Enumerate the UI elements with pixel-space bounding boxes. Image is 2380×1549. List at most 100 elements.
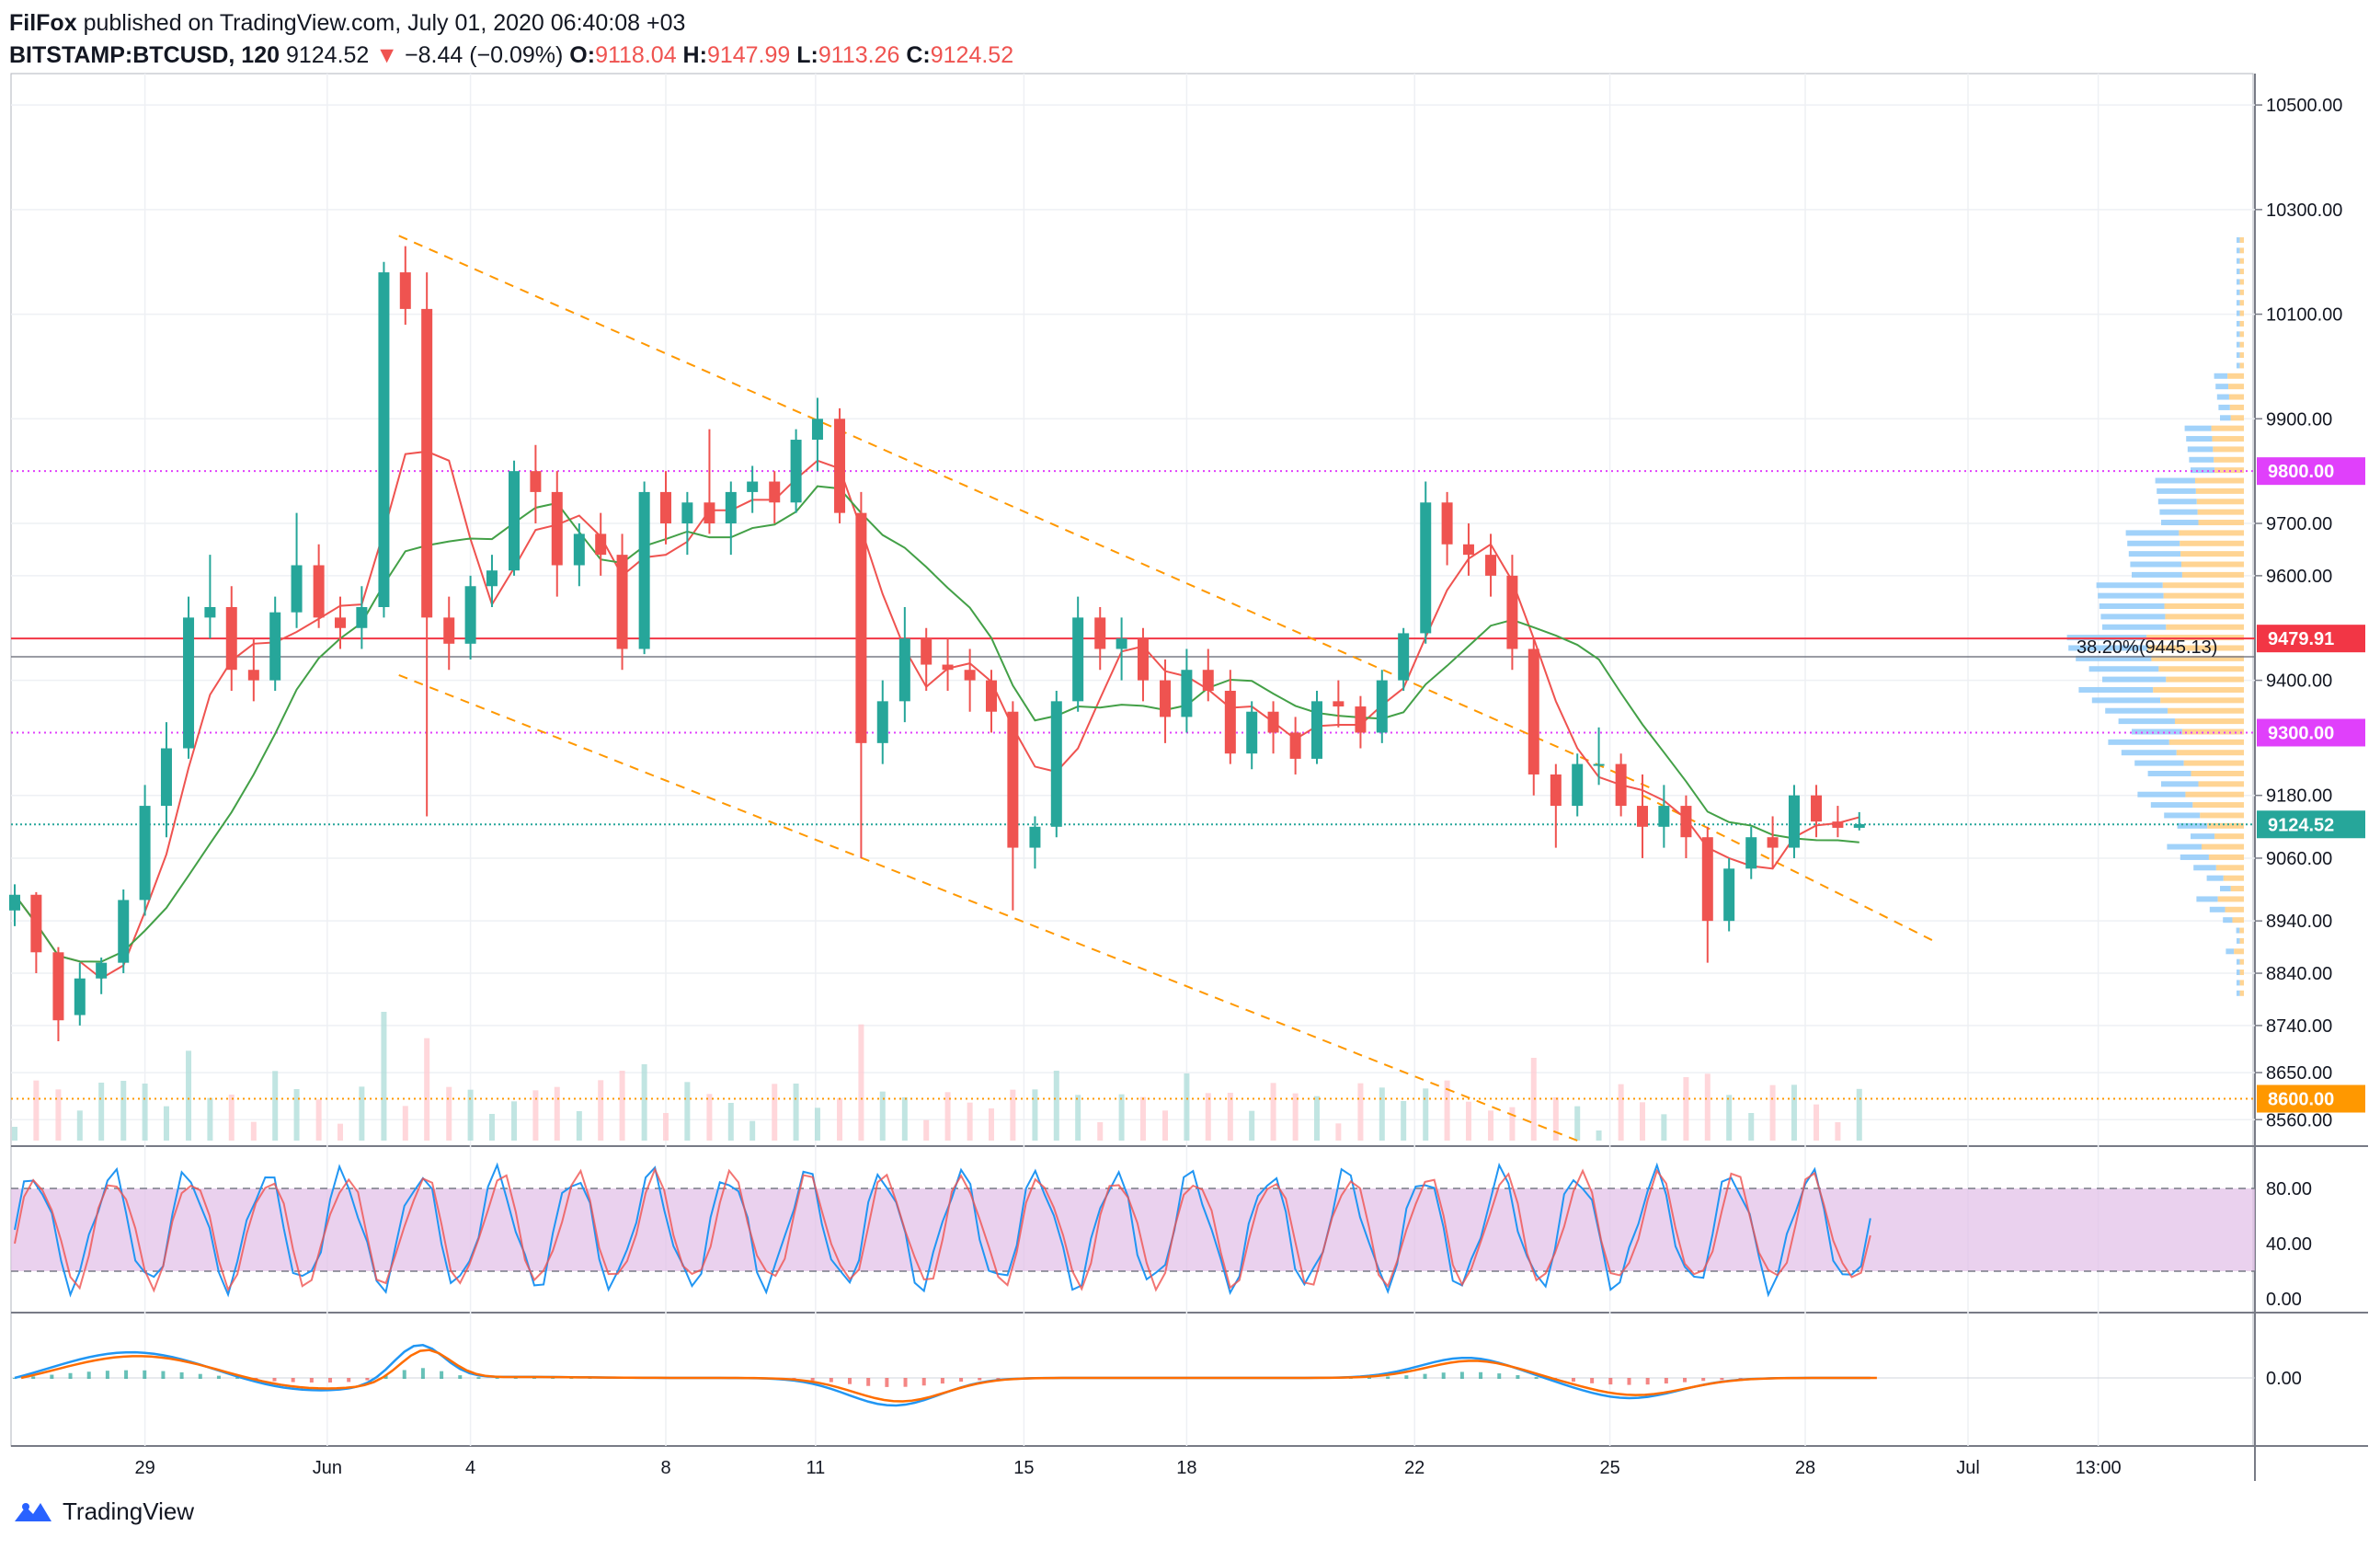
candle-body bbox=[1615, 763, 1627, 807]
macd-tick-label: 0.00 bbox=[2266, 1369, 2302, 1389]
y-tick-label: 9700.00 bbox=[2266, 514, 2332, 534]
volume-bar bbox=[1618, 1084, 1624, 1141]
candle-body bbox=[1462, 544, 1474, 556]
volume-bar bbox=[1814, 1104, 1820, 1141]
author-name[interactable]: FilFox bbox=[9, 10, 77, 36]
profile-bar-up bbox=[2237, 310, 2240, 316]
profile-bar-up bbox=[2150, 802, 2193, 809]
volume-bar bbox=[619, 1071, 625, 1141]
profile-bar-down bbox=[2176, 750, 2244, 756]
macd-histogram-bar bbox=[1683, 1378, 1688, 1383]
macd-histogram-bar bbox=[440, 1371, 444, 1379]
macd-histogram-bar bbox=[402, 1370, 406, 1379]
candle-body bbox=[834, 419, 846, 513]
profile-bar-up bbox=[2102, 676, 2167, 683]
close-value: 9124.52 bbox=[930, 42, 1014, 68]
macd-histogram-bar bbox=[13, 1378, 17, 1379]
profile-bar-down bbox=[2228, 394, 2244, 400]
candle-body bbox=[790, 440, 802, 503]
macd-histogram-bar bbox=[198, 1373, 202, 1379]
profile-bar-up bbox=[2068, 645, 2148, 651]
y-tick-label: 8560.00 bbox=[2266, 1110, 2332, 1130]
ohlc-line: BITSTAMP:BTCUSD, 120 9124.52 ▼ −8.44 (−0… bbox=[9, 40, 1481, 72]
volume-bar bbox=[1552, 1097, 1559, 1141]
volume-bar bbox=[142, 1084, 148, 1141]
volume-bar bbox=[272, 1071, 279, 1141]
profile-bar-down bbox=[2183, 760, 2244, 766]
candle-body bbox=[160, 748, 172, 807]
profile-bar-up bbox=[2078, 686, 2154, 693]
profile-bar-up bbox=[2237, 937, 2240, 944]
profile-bar-down bbox=[2194, 477, 2244, 484]
profile-bar-down bbox=[2227, 373, 2244, 379]
stoch-d-line bbox=[14, 1166, 1871, 1293]
volume-bar bbox=[879, 1091, 886, 1141]
volume-bar bbox=[1661, 1114, 1667, 1141]
footer: TradingView bbox=[13, 1497, 194, 1526]
volume-bar bbox=[1097, 1122, 1104, 1141]
macd-histogram-bar bbox=[1701, 1378, 1706, 1382]
candle-body bbox=[1376, 680, 1388, 733]
ma-fast-line bbox=[14, 450, 1860, 980]
volume-bar bbox=[76, 1110, 83, 1141]
y-tick-label: 10100.00 bbox=[2266, 305, 2342, 326]
volume-bar bbox=[228, 1095, 235, 1141]
volume-bar bbox=[1010, 1089, 1016, 1141]
profile-bar-down bbox=[2239, 236, 2244, 243]
profile-bar-down bbox=[2180, 540, 2244, 546]
macd-histogram-bar bbox=[1720, 1378, 1724, 1381]
profile-bar-up bbox=[2237, 236, 2240, 243]
y-tick-label: 9900.00 bbox=[2266, 409, 2332, 430]
profile-bar-down bbox=[2208, 854, 2244, 860]
volume-bar bbox=[402, 1106, 408, 1141]
candle-body bbox=[1485, 555, 1497, 576]
profile-bar-up bbox=[2127, 540, 2180, 546]
profile-bar-down bbox=[2239, 279, 2244, 285]
volume-bar bbox=[554, 1086, 560, 1141]
volume-bar bbox=[663, 1113, 669, 1141]
profile-bar-down bbox=[2168, 707, 2244, 714]
volume-bar bbox=[1292, 1093, 1299, 1141]
candle-body bbox=[747, 481, 759, 492]
low-value: 9113.26 bbox=[818, 42, 900, 68]
candle-body bbox=[986, 680, 997, 712]
profile-bar-up bbox=[2220, 415, 2231, 421]
candle-body bbox=[1811, 795, 1823, 822]
brand-name[interactable]: TradingView bbox=[63, 1497, 195, 1525]
x-tick-label: 11 bbox=[806, 1458, 825, 1478]
volume-bar bbox=[1249, 1110, 1255, 1141]
macd-histogram-bar bbox=[235, 1377, 240, 1379]
x-tick-label: 13:00 bbox=[2076, 1458, 2122, 1478]
price-change: −8.44 (−0.09%) bbox=[405, 42, 564, 68]
x-tick-label: 29 bbox=[134, 1458, 154, 1478]
profile-bar-down bbox=[2202, 843, 2244, 850]
profile-bar-down bbox=[2162, 582, 2244, 589]
publish-line: FilFox published on TradingView.com, Jul… bbox=[9, 7, 1481, 40]
profile-bar-down bbox=[2217, 896, 2244, 902]
candle-body bbox=[573, 534, 585, 566]
publish-info: published on TradingView.com, July 01, 2… bbox=[83, 10, 686, 36]
volume-bar bbox=[576, 1111, 582, 1141]
profile-bar-down bbox=[2160, 697, 2244, 704]
profile-bar-up bbox=[2076, 655, 2152, 661]
symbol-label[interactable]: BITSTAMP:BTCUSD, 120 bbox=[9, 42, 280, 68]
profile-bar-down bbox=[2239, 352, 2244, 359]
volume-bar bbox=[207, 1097, 213, 1141]
candle-body bbox=[183, 617, 195, 749]
profile-bar-down bbox=[2225, 906, 2244, 912]
profile-bar-up bbox=[2226, 948, 2235, 955]
volume-bar bbox=[1314, 1096, 1320, 1141]
macd-pane bbox=[11, 1344, 2255, 1407]
tradingview-logo-icon[interactable] bbox=[13, 1499, 53, 1525]
candle-body bbox=[964, 670, 976, 681]
volume-bar bbox=[1357, 1083, 1364, 1141]
profile-bar-up bbox=[2191, 833, 2215, 840]
candle-body bbox=[421, 308, 433, 618]
volume-bar bbox=[749, 1120, 756, 1141]
volume-bar bbox=[1184, 1073, 1190, 1141]
volume-bar bbox=[1769, 1084, 1776, 1141]
volume-bar bbox=[989, 1108, 994, 1141]
profile-bar-up bbox=[2105, 707, 2168, 714]
profile-bar-down bbox=[2228, 384, 2244, 390]
